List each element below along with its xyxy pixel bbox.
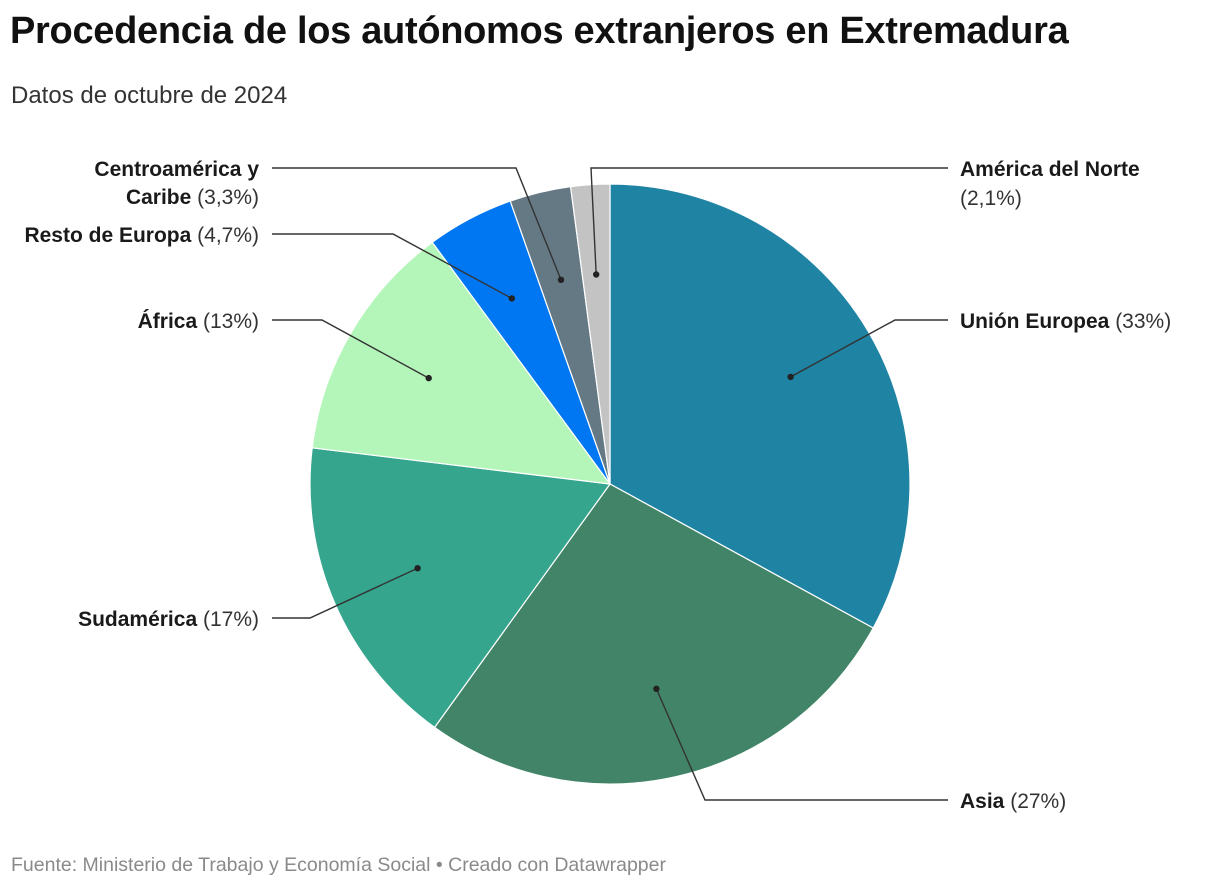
leader-dot-sudamerica — [414, 565, 421, 572]
pie-slice-union-europea — [609, 183, 911, 629]
leader-dot-resto-de-europa — [508, 295, 515, 302]
pie-labels: Unión Europea (33%) Asia (27%) Sudamérica … — [24, 158, 1171, 813]
pie-slice-sudamerica — [309, 447, 612, 729]
slice-value-union-europea: (33%) — [1115, 310, 1171, 333]
slice-label-line2-centroamerica-y-caribe: Caribe (3,3%) — [126, 186, 259, 209]
pie-slice-america-del-norte — [569, 183, 611, 485]
slice-label-africa: África (13%) — [138, 310, 259, 333]
pie-chart: Unión Europea (33%) Asia (27%) Sudamérica … — [24, 158, 1171, 813]
leader-line-sudamerica — [272, 567, 418, 619]
leader-line-asia — [655, 688, 948, 801]
slice-value-africa: (13%) — [203, 310, 259, 333]
slice-label-america-del-norte: América del Norte — [960, 158, 1140, 181]
pie-slice-asia — [433, 483, 875, 785]
source-footer: Fuente: Ministerio de Trabajo y Economía… — [11, 854, 666, 876]
leader-line-union-europea — [790, 319, 948, 378]
pie-slice-africa — [311, 241, 612, 485]
slice-label-resto-de-europa: Resto de Europa (4,7%) — [24, 224, 259, 247]
leader-line-resto-de-europa — [272, 233, 513, 300]
slice-label-asia: Asia (27%) — [960, 790, 1066, 813]
slice-label-union-europea: Unión Europea (33%) — [960, 310, 1171, 333]
slice-value-sudamerica: (17%) — [203, 608, 259, 631]
slice-value-america-del-norte: (2,1%) — [960, 187, 1022, 210]
leader-dot-africa — [425, 374, 432, 382]
leader-dot-asia — [653, 685, 660, 692]
pie-slices — [309, 183, 911, 785]
leader-line-africa — [272, 319, 430, 379]
slice-label-centroamerica-y-caribe: Centroamérica y — [94, 158, 259, 181]
slice-value-asia: (27%) — [1010, 790, 1066, 813]
slice-value-resto-de-europa: (4,7%) — [197, 224, 259, 247]
chart-subtitle: Datos de octubre de 2024 — [11, 82, 288, 109]
leader-dot-america-del-norte — [593, 271, 600, 278]
leader-line-centroamerica-y-caribe — [272, 167, 562, 281]
chart-title: Procedencia de los autónomos extranjeros… — [10, 10, 1069, 52]
slice-label-sudamerica: Sudamérica (17%) — [78, 608, 259, 631]
leader-line-america-del-norte — [590, 167, 948, 275]
slice-value-centroamerica-y-caribe: (3,3%) — [197, 186, 259, 209]
leader-dot-union-europea — [787, 373, 794, 381]
leader-dot-centroamerica-y-caribe — [557, 276, 565, 283]
